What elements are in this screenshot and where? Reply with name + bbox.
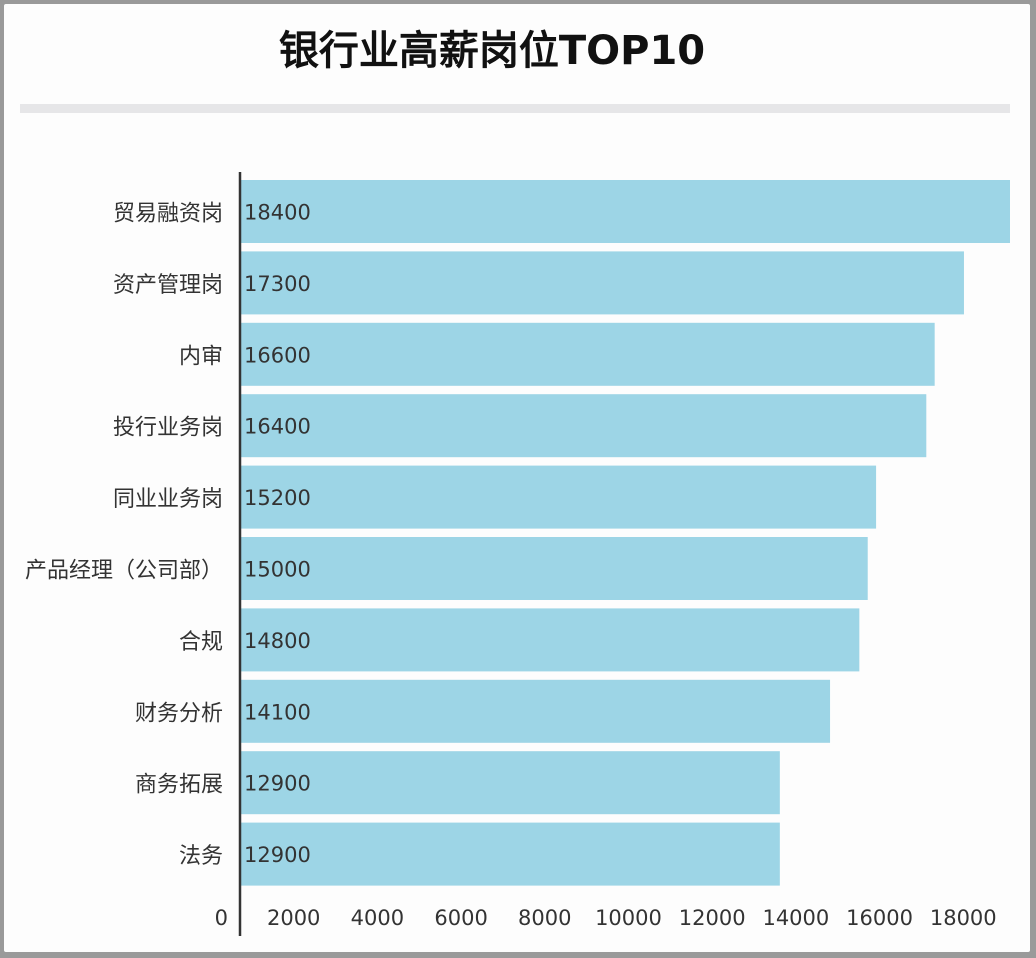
x-tick-label: 16000 [846,906,913,930]
bar-value-label: 14100 [244,700,311,724]
x-tick-label: 6000 [434,906,487,930]
bar-value-label: 18400 [244,201,311,225]
bar [241,322,935,386]
x-tick-label: 2000 [267,906,320,930]
x-tick-label: 8000 [518,906,571,930]
category-label: 产品经理（公司部） [25,559,223,584]
bar-value-label: 16600 [244,343,311,367]
bar [241,537,868,600]
category-label: 贸易融资岗 [113,202,223,227]
bar-value-label: 12900 [244,843,311,867]
bar-value-label: 12900 [244,772,311,796]
bar [241,608,860,672]
category-label: 资产管理岗 [113,273,223,298]
bar-chart: 18400 贸易融资岗 17300 资产管理岗 16600 内审 16400 投行业务岗 152… [25,172,1010,936]
category-label: 内审 [179,344,223,369]
bar-value-label: 15200 [244,486,311,510]
x-tick-label: 10000 [595,906,662,930]
category-label: 投行业务岗 [113,416,223,441]
x-tick-label: 14000 [762,906,829,930]
bar [241,679,831,743]
x-tick-label: 18000 [930,906,997,930]
category-label: 财务分析 [135,701,223,726]
title-divider [20,104,1010,113]
chart-title: 银行业高薪岗位TOP10 [278,28,706,74]
bar [241,465,877,529]
category-label: 法务 [179,844,223,869]
bar [241,251,964,315]
chart-frame: 银行业高薪岗位TOP10 18400 贸易融资岗 17300 资产管理岗 16600 内审… [4,4,1030,952]
bar [241,822,780,886]
category-label: 商务拓展 [135,773,223,798]
bar [241,180,1010,243]
x-tick-label: 0 [215,906,228,930]
x-tick-label: 12000 [679,906,746,930]
bar [241,751,780,815]
bar [241,394,927,458]
bar-value-label: 14800 [244,629,311,653]
bar-value-label: 15000 [244,558,311,582]
bar-value-label: 16400 [244,415,311,439]
bar-value-label: 17300 [244,272,311,296]
category-label: 同业业务岗 [113,487,223,512]
category-label: 合规 [179,630,223,655]
x-tick-label: 4000 [351,906,404,930]
